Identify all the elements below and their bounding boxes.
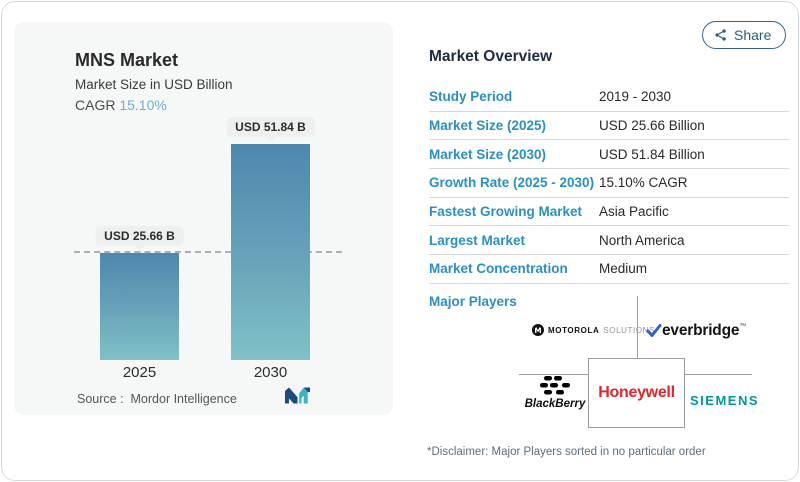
row-value: 2019 - 2030	[599, 89, 672, 105]
blackberry-text: BlackBerry	[524, 398, 586, 410]
motorola-brand-text: MOTOROLA	[548, 325, 600, 335]
bar-column-2025: USD 25.66 B	[95, 22, 184, 360]
mordor-intelligence-logo-icon	[285, 387, 310, 404]
row-label: Market Concentration	[429, 261, 568, 277]
row-label: Study Period	[429, 89, 513, 105]
everbridge-check-icon	[646, 323, 662, 337]
row-label: Fastest Growing Market	[429, 204, 583, 220]
table-row: Growth Rate (2025 - 2030) 15.10% CAGR	[429, 169, 789, 198]
x-axis-label-2030: 2030	[253, 364, 288, 381]
players-vertical-divider	[637, 296, 638, 359]
table-row: Largest Market North America	[429, 226, 789, 256]
everbridge-text: everbridge	[662, 322, 740, 339]
chart-cagr: CAGR 15.10%	[75, 97, 167, 113]
market-chart-card: MNS Market Market Size in USD Billion CA…	[14, 22, 393, 415]
table-row: Study Period 2019 - 2030	[429, 83, 789, 112]
everbridge-logo: everbridge ™	[646, 322, 746, 340]
overview-table: Study Period 2019 - 2030 Market Size (20…	[429, 83, 789, 284]
bar-label-2025: USD 25.66 B	[95, 226, 184, 252]
share-button[interactable]: Share	[702, 21, 787, 49]
table-row: Fastest Growing Market Asia Pacific	[429, 198, 789, 227]
table-row: Market Concentration Medium	[429, 255, 789, 284]
bar-label-2030: USD 51.84 B	[226, 117, 315, 142]
row-value: USD 51.84 Billion	[599, 146, 705, 162]
chart-title: MNS Market	[75, 50, 179, 70]
bar-chart-plot: USD 25.66 B USD 51.84 B	[14, 22, 393, 360]
pill-notch	[134, 246, 145, 252]
row-value: Asia Pacific	[599, 204, 669, 220]
row-value: Medium	[599, 261, 648, 277]
bar-2030	[231, 144, 310, 360]
table-row: Market Size (2030) USD 51.84 Billion	[429, 140, 789, 170]
bar-column-2030: USD 51.84 B	[226, 22, 315, 360]
row-label: Market Size (2025)	[429, 118, 547, 134]
row-label: Market Size (2030)	[429, 146, 547, 162]
motorola-m-icon	[532, 324, 544, 336]
row-label: Largest Market	[429, 232, 526, 248]
blackberry-logo: BlackBerry	[522, 376, 588, 410]
row-value: USD 25.66 Billion	[599, 118, 705, 134]
source-attribution: Source : Mordor Intelligence	[77, 392, 237, 406]
bar-value-pill: USD 25.66 B	[95, 226, 184, 247]
chart-subtitle: Market Size in USD Billion	[75, 77, 233, 92]
share-icon	[715, 29, 726, 41]
reference-dashed-line	[74, 251, 342, 254]
cagr-value: 15.10%	[119, 97, 167, 113]
row-value: 15.10% CAGR	[599, 175, 688, 191]
motorola-solutions-logo: MOTOROLA SOLUTIONS	[532, 324, 655, 336]
source-label: Source :	[77, 392, 124, 406]
cagr-label: CAGR	[75, 97, 116, 113]
major-players-label: Major Players	[429, 294, 517, 309]
players-disclaimer: *Disclaimer: Major Players sorted in no …	[427, 446, 706, 458]
blackberry-berry-icon	[540, 376, 570, 395]
pill-notch	[265, 137, 276, 142]
honeywell-logo-box: Honeywell	[588, 358, 685, 428]
share-label: Share	[734, 27, 772, 43]
row-label: Growth Rate (2025 - 2030)	[429, 175, 595, 191]
source-value: Mordor Intelligence	[130, 392, 237, 406]
overview-heading: Market Overview	[429, 48, 553, 65]
siemens-logo: SIEMENS	[690, 393, 760, 408]
table-row: Market Size (2025) USD 25.66 Billion	[429, 112, 789, 141]
everbridge-tm: ™	[739, 322, 747, 330]
row-value: North America	[599, 232, 685, 248]
honeywell-text: Honeywell	[598, 384, 675, 401]
bar-2025	[100, 253, 179, 360]
bar-value-pill: USD 51.84 B	[226, 117, 315, 137]
motorola-suffix-text: SOLUTIONS	[603, 325, 655, 335]
x-axis-label-2025: 2025	[122, 364, 157, 381]
